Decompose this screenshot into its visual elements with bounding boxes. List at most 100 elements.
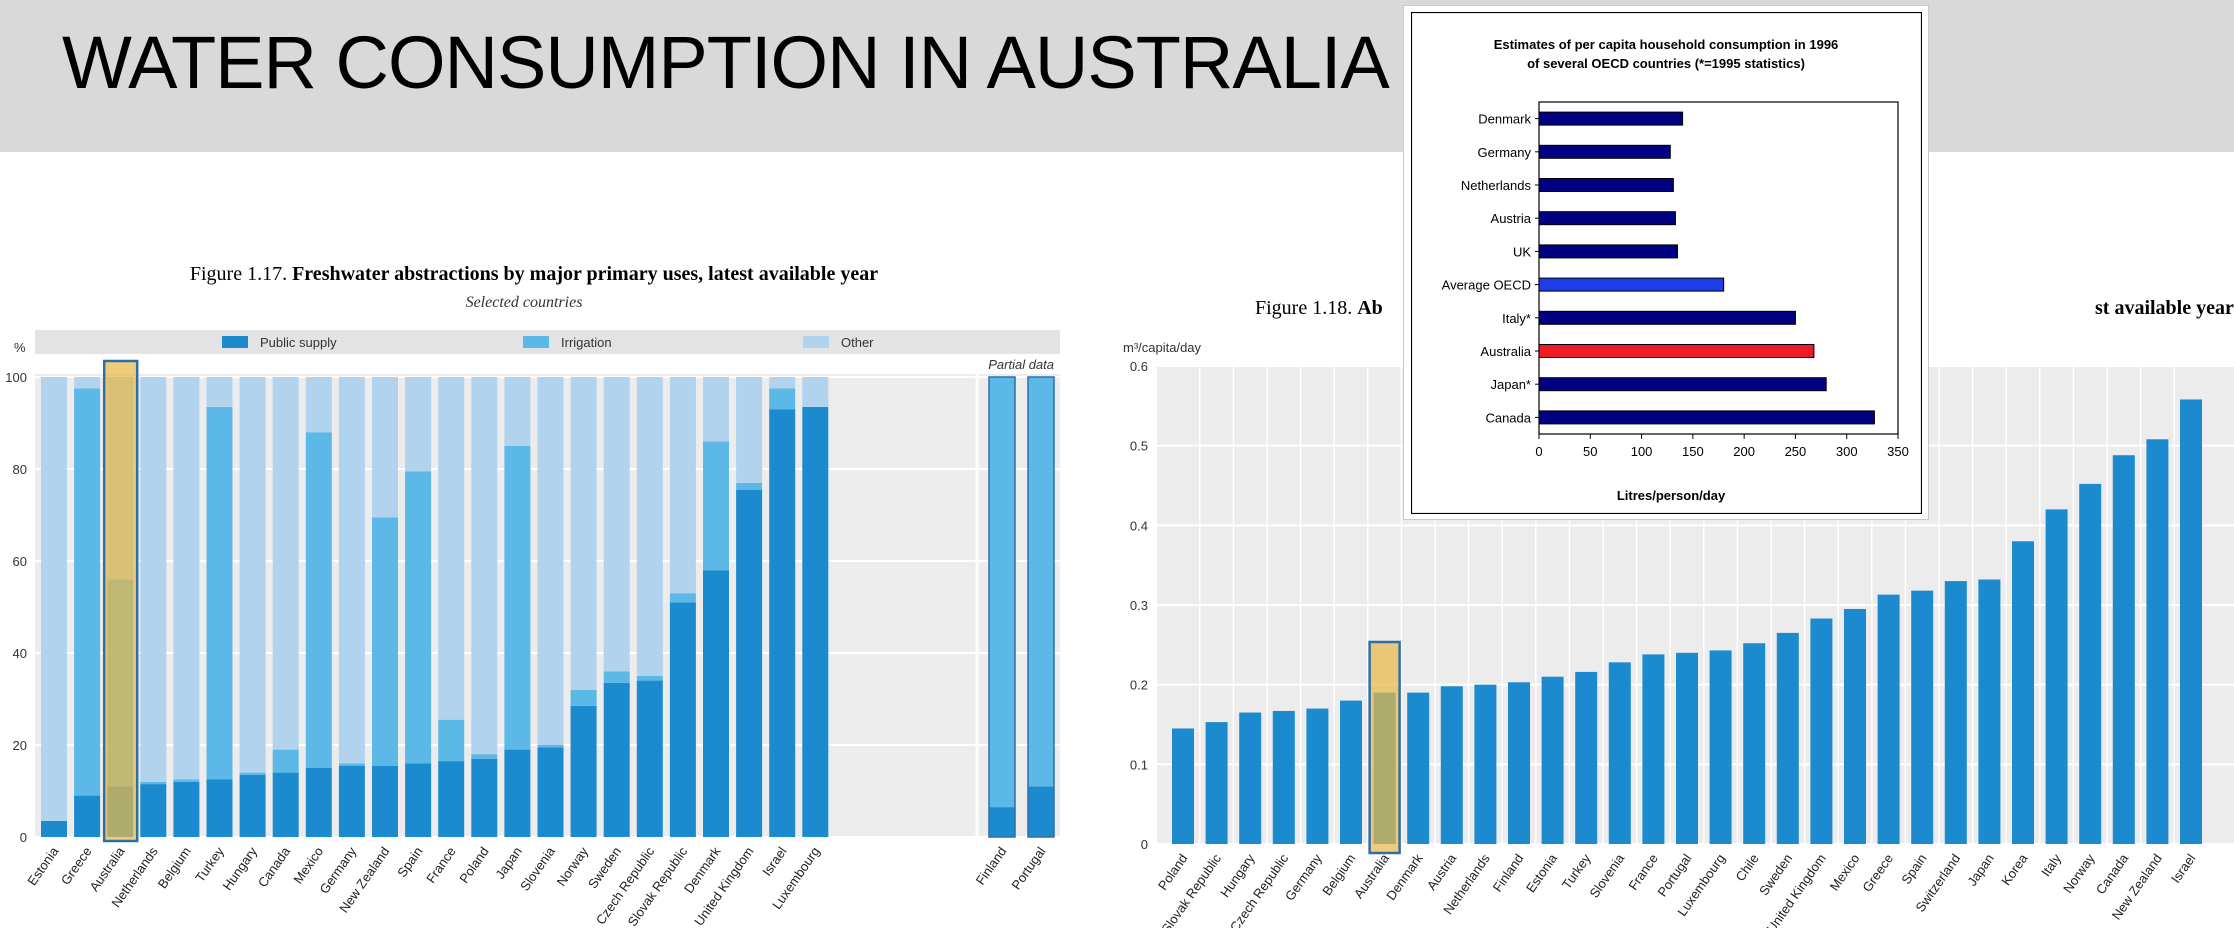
inset-category-label: Germany — [1478, 145, 1532, 160]
fig17-partial-label: Partial data — [988, 357, 1054, 372]
fig18-bar-japan — [1978, 579, 2001, 844]
fig17-y-tick-label: 20 — [13, 738, 27, 753]
fig17-bar-public-supply-turkey — [206, 779, 233, 837]
fig17-bar-other-poland — [471, 377, 498, 755]
inset-bar-japan — [1538, 377, 1827, 392]
inset-bar-average-oecd — [1538, 277, 1725, 292]
fig17-bar-irrigation-sweden — [603, 671, 630, 683]
inset-bar-australia — [1538, 344, 1815, 358]
fig18-y-tick-label: 0.2 — [1130, 678, 1148, 693]
fig17-bar-public-supply-new-zealand — [372, 765, 398, 837]
fig17-x-tick-label: Spain — [394, 844, 425, 880]
fig18-y-tick-label: 0.3 — [1130, 598, 1148, 613]
fig18-y-tick-label: 0 — [1141, 837, 1148, 852]
fig17-bar-other-canada — [272, 377, 299, 750]
fig18-bar-belgium — [1340, 700, 1362, 844]
page-title: WATER CONSUMPTION IN AUSTRALIA — [62, 21, 1390, 104]
fig17-bar-public-supply-czech-republic — [636, 680, 663, 837]
fig18-bar-greece — [1877, 594, 1900, 844]
inset-chart-panel: Estimates of per capita household consum… — [1403, 5, 1929, 520]
fig17-bar-public-supply-united-kingdom — [736, 489, 763, 837]
fig18-bar-finland — [1508, 682, 1530, 844]
fig18-bar-hungary — [1239, 712, 1262, 844]
fig17-bar-other-spain — [405, 377, 432, 472]
fig18-bar-switzerland — [1944, 581, 1967, 844]
fig17-bar-irrigation-israel — [769, 388, 796, 410]
inset-title-line-2: of several OECD countries (*=1995 statis… — [1527, 56, 1805, 71]
fig17-bar-irrigation-slovenia — [537, 745, 564, 748]
fig17-bar-other-czech-republic — [636, 377, 663, 676]
inset-x-tick-label: 200 — [1733, 444, 1755, 459]
fig18-x-tick-label: France — [1625, 851, 1660, 893]
fig17-bar-other-new-zealand — [372, 377, 398, 518]
fig18-y-axis-label: m³/capita/day — [1123, 340, 1202, 355]
fig17-bar-irrigation-greece — [74, 388, 101, 796]
fig17-x-tick-label: Israel — [759, 844, 790, 879]
fig17-bar-public-supply-hungary — [239, 774, 266, 837]
fig17-bar-irrigation-new-zealand — [372, 517, 398, 766]
inset-x-tick-label: 250 — [1785, 444, 1807, 459]
fig17-bar-other-slovak-republic — [669, 377, 696, 594]
fig17-bar-public-supply-luxembourg — [802, 406, 829, 837]
inset-category-label: UK — [1513, 244, 1531, 259]
fig17-bar-irrigation-slovak-republic — [669, 593, 696, 603]
fig17-y-tick-label: 100 — [5, 370, 27, 385]
fig18-bar-italy — [2045, 509, 2068, 844]
fig17-bar-irrigation-germany — [338, 763, 365, 766]
fig17-x-tick-label: Estonia — [24, 843, 62, 888]
fig18-bar-germany — [1306, 708, 1329, 844]
fig17-bar-other-greece — [74, 377, 101, 389]
fig17-title: Figure 1.17. Freshwater abstractions by … — [190, 263, 878, 285]
fig17-partial-outline-finland — [988, 376, 1016, 838]
fig17-bar-public-supply-japan — [504, 749, 531, 837]
fig17-bar-other-estonia — [41, 377, 67, 821]
fig17-bar-public-supply-poland — [471, 758, 498, 837]
fig17-bar-other-mexico — [305, 377, 332, 433]
fig17-x-tick-label: Portugal — [1008, 844, 1048, 892]
inset-x-axis-label: Litres/person/day — [1617, 488, 1726, 503]
fig17-legend-label-other: Other — [841, 335, 874, 350]
fig17-bar-irrigation-spain — [405, 471, 432, 764]
inset-bar-uk — [1538, 244, 1678, 259]
fig17-bar-irrigation-belgium — [173, 779, 200, 782]
fig17-chart: Figure 1.17. Freshwater abstractions by … — [5, 263, 1060, 928]
fig17-title-text: Freshwater abstractions by major primary… — [292, 263, 878, 285]
fig18-y-tick-label: 0.4 — [1130, 518, 1148, 533]
fig18-y-tick-label: 0.6 — [1130, 359, 1148, 374]
inset-category-label: Denmark — [1478, 112, 1531, 127]
fig17-partial-bar-public-supply-portugal — [1028, 786, 1054, 837]
fig18-x-tick-label: Poland — [1155, 851, 1191, 893]
fig18-title-start: Ab — [1357, 297, 1383, 319]
fig17-bar-other-hungary — [239, 377, 266, 773]
fig18-x-tick-label: Mexico — [1827, 851, 1863, 893]
fig17-bar-other-france — [438, 377, 465, 720]
fig17-bar-public-supply-netherlands — [140, 784, 167, 837]
fig17-figure-number: Figure 1.17. — [190, 263, 292, 285]
fig17-x-tick-label: United Kingdom — [691, 844, 756, 928]
fig18-bar-norway — [2079, 483, 2102, 844]
fig18-bar-france — [1642, 654, 1665, 844]
fig18-bar-estonia — [1541, 676, 1564, 844]
fig17-bar-other-belgium — [173, 377, 200, 780]
fig18-bar-slovenia — [1608, 662, 1631, 844]
fig17-bar-irrigation-poland — [471, 754, 498, 759]
inset-x-tick-label: 150 — [1682, 444, 1704, 459]
inset-x-tick-label: 300 — [1836, 444, 1858, 459]
fig17-bar-irrigation-denmark — [703, 441, 729, 571]
fig17-bar-public-supply-norway — [570, 705, 597, 837]
fig17-bar-irrigation-turkey — [206, 406, 233, 780]
fig18-x-tick-label: Korea — [1998, 850, 2031, 888]
inset-category-label: Average OECD — [1442, 278, 1531, 293]
fig17-bar-public-supply-mexico — [305, 768, 332, 837]
inset-category-label: Australia — [1480, 344, 1531, 359]
fig17-bar-other-sweden — [603, 377, 630, 672]
fig17-bar-irrigation-japan — [504, 446, 531, 750]
fig17-x-tick-label: Canada — [255, 843, 294, 890]
fig17-y-tick-label: 80 — [13, 462, 27, 477]
inset-category-label: Netherlands — [1461, 178, 1532, 193]
fig18-x-tick-label: Austria — [1424, 850, 1460, 892]
inset-category-label: Austria — [1491, 211, 1532, 226]
inset-x-tick-label: 100 — [1631, 444, 1653, 459]
fig18-x-tick-label: Israel — [2168, 851, 2199, 886]
fig17-bar-irrigation-czech-republic — [636, 676, 663, 681]
